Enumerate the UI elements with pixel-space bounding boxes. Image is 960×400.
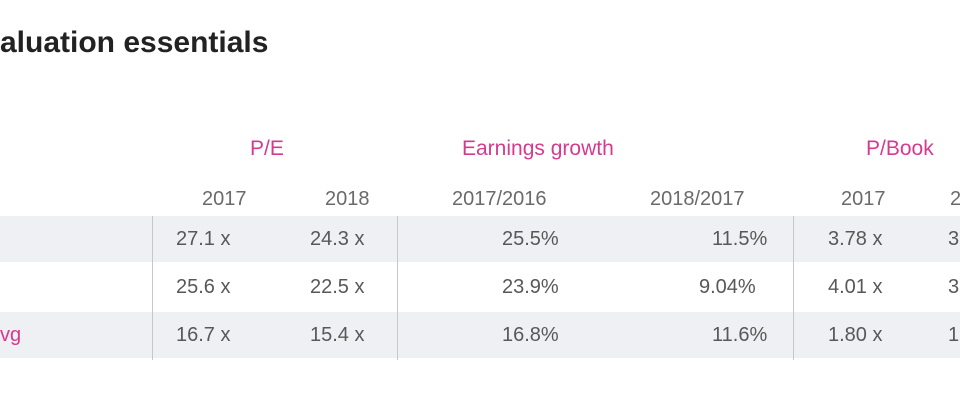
- cell-eg-2018-2017: 9.04%: [699, 276, 756, 298]
- year-header-pe-2017: 2017: [202, 188, 247, 210]
- table-row: vg 16.7 x 15.4 x 16.8% 11.6% 1.80 x 1: [0, 312, 960, 358]
- row-label: vg: [0, 324, 22, 346]
- year-header-pb-2018: 2: [950, 188, 960, 210]
- cell-pe-2018: 22.5 x: [310, 276, 365, 298]
- cell-pb-2018: 1: [948, 324, 960, 346]
- column-divider: [152, 216, 153, 360]
- column-divider: [397, 216, 398, 360]
- cell-pe-2018: 24.3 x: [310, 228, 365, 250]
- cell-pb-2017: 1.80 x: [828, 324, 883, 346]
- cell-pb-2017: 3.78 x: [828, 228, 883, 250]
- cell-pe-2017: 25.6 x: [176, 276, 231, 298]
- table-row: 25.6 x 22.5 x 23.9% 9.04% 4.01 x 3: [0, 264, 960, 310]
- table-row: 27.1 x 24.3 x 25.5% 11.5% 3.78 x 3: [0, 216, 960, 262]
- column-divider: [793, 216, 794, 360]
- group-header-earnings-growth: Earnings growth: [462, 137, 614, 160]
- cell-pb-2018: 3: [948, 228, 960, 250]
- page-title: aluation essentials: [0, 26, 269, 59]
- year-header-eg-2017-2016: 2017/2016: [452, 188, 547, 210]
- group-header-pe: P/E: [250, 137, 284, 160]
- year-header-pe-2018: 2018: [325, 188, 370, 210]
- cell-pb-2017: 4.01 x: [828, 276, 883, 298]
- cell-eg-2018-2017: 11.6%: [712, 324, 768, 346]
- year-header-pb-2017: 2017: [841, 188, 886, 210]
- cell-pb-2018: 3: [948, 276, 960, 298]
- cell-pe-2017: 27.1 x: [176, 228, 231, 250]
- cell-pe-2018: 15.4 x: [310, 324, 365, 346]
- cell-eg-2017-2016: 23.9%: [502, 276, 559, 298]
- cell-pe-2017: 16.7 x: [176, 324, 231, 346]
- cell-eg-2017-2016: 16.8%: [502, 324, 559, 346]
- cell-eg-2017-2016: 25.5%: [502, 228, 559, 250]
- cell-eg-2018-2017: 11.5%: [712, 228, 768, 250]
- group-header-pbook: P/Book: [866, 137, 934, 160]
- year-header-eg-2018-2017: 2018/2017: [650, 188, 745, 210]
